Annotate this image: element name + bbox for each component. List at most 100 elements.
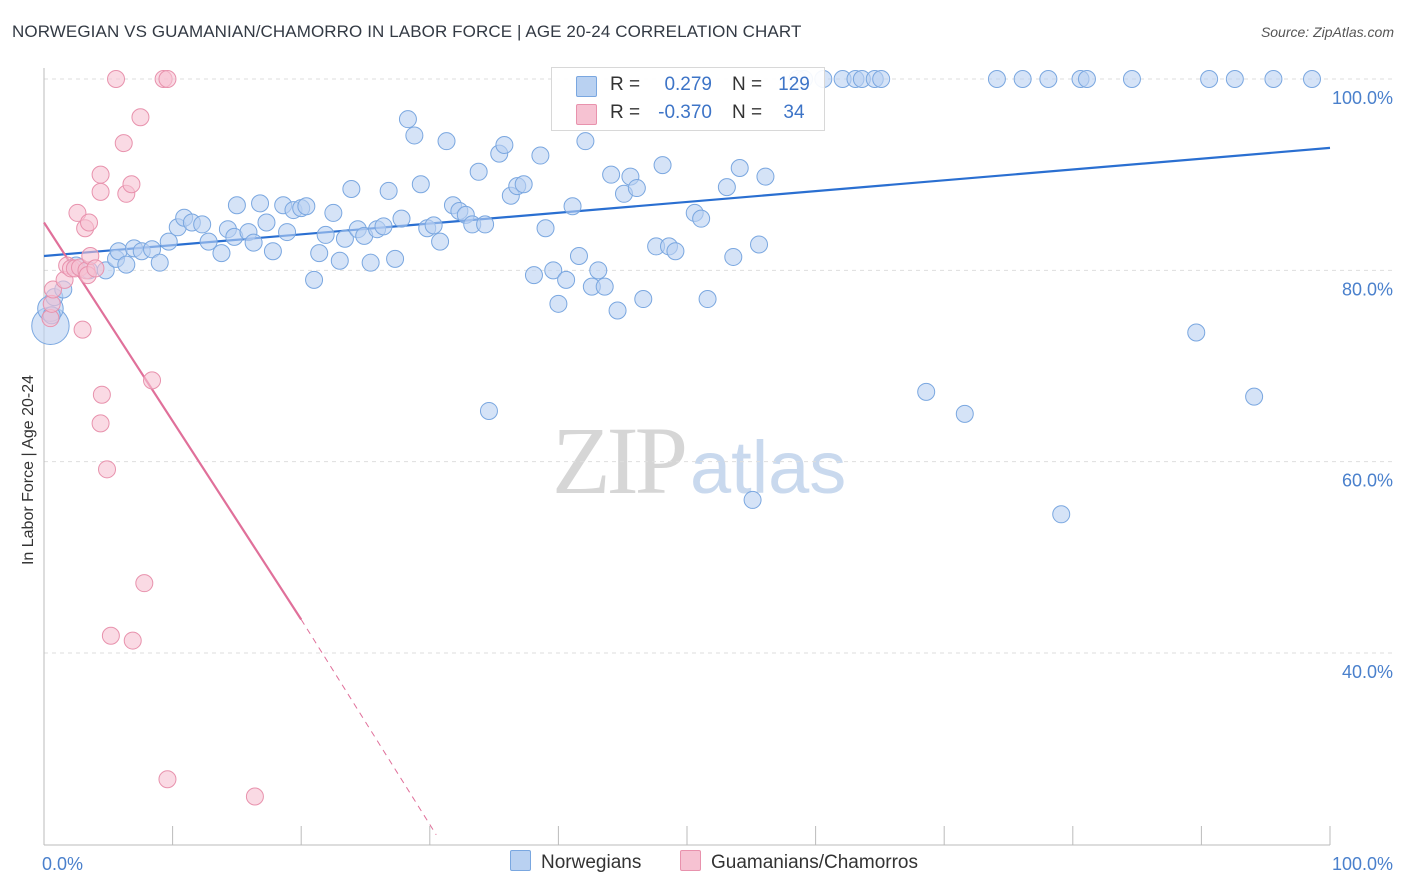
data-point xyxy=(335,229,354,248)
watermark-zip: ZIP xyxy=(552,407,688,514)
watermark-atlas: atlas xyxy=(690,426,847,509)
data-point xyxy=(730,158,749,177)
points-guamanians xyxy=(41,70,264,806)
data-point xyxy=(569,246,588,265)
legend-swatch-blue xyxy=(576,76,597,97)
data-point xyxy=(544,261,563,280)
data-point xyxy=(1122,70,1141,88)
data-point xyxy=(1225,70,1244,88)
legend-item-norwegians: Norwegians xyxy=(510,850,641,874)
data-point xyxy=(536,219,555,238)
legend-n-value-norwegians: 129 xyxy=(778,74,810,95)
data-point xyxy=(101,626,120,645)
legend-r-value-guamanians: -0.370 xyxy=(658,102,712,123)
points-norwegians xyxy=(31,70,1321,524)
data-point xyxy=(193,215,212,234)
data-point xyxy=(549,294,568,313)
data-point xyxy=(563,197,582,216)
data-point xyxy=(80,213,99,232)
legend-item-guamanians: Guamanians/Chamorros xyxy=(680,850,918,874)
data-point xyxy=(131,108,150,127)
data-point xyxy=(257,213,276,232)
y-tick-label: 40.0% xyxy=(1342,662,1393,682)
data-point xyxy=(398,110,417,129)
legend-label-guamanians: Guamanians/Chamorros xyxy=(711,852,918,873)
data-point xyxy=(122,175,141,194)
data-point xyxy=(98,460,117,479)
data-point xyxy=(524,266,543,285)
data-point xyxy=(361,253,380,272)
data-point xyxy=(692,209,711,228)
data-point xyxy=(917,382,936,401)
data-point xyxy=(91,414,110,433)
data-point xyxy=(514,175,533,194)
data-point xyxy=(158,70,177,88)
data-point xyxy=(123,631,142,650)
data-point xyxy=(342,180,361,199)
data-point xyxy=(424,216,443,235)
data-point xyxy=(199,232,218,251)
data-point xyxy=(724,247,743,266)
data-point xyxy=(872,70,891,88)
data-point xyxy=(576,132,595,151)
data-point xyxy=(469,162,488,181)
data-point xyxy=(263,242,282,261)
data-point xyxy=(150,253,169,272)
data-point xyxy=(431,232,450,251)
data-point xyxy=(595,277,614,296)
source-label: Source: ZipAtlas.com xyxy=(1260,24,1394,40)
data-point xyxy=(245,787,264,806)
chart-title: NORWEGIAN VS GUAMANIAN/CHAMORRO IN LABOR… xyxy=(12,22,802,41)
data-point xyxy=(158,770,177,789)
data-point xyxy=(531,146,550,165)
trendline-guamanians-extension xyxy=(300,619,437,836)
data-point xyxy=(750,235,769,254)
data-point xyxy=(479,401,498,420)
data-point xyxy=(91,165,110,184)
data-point xyxy=(244,233,263,252)
data-point xyxy=(392,209,411,228)
watermark: ZIPatlas xyxy=(552,405,846,516)
data-point xyxy=(1302,70,1321,88)
legend-r-value-norwegians: 0.279 xyxy=(664,74,712,95)
data-point xyxy=(159,232,178,251)
x-tick-label-max: 100.0% xyxy=(1332,854,1393,874)
data-point xyxy=(379,181,398,200)
data-point xyxy=(634,290,653,309)
data-point xyxy=(717,178,736,197)
y-tick-label: 80.0% xyxy=(1342,279,1393,299)
data-point xyxy=(411,175,430,194)
data-point xyxy=(1187,323,1206,342)
data-point xyxy=(316,225,335,244)
data-point xyxy=(143,371,162,390)
series-legend: Norwegians Guamanians/Chamorros xyxy=(0,850,1406,880)
legend-swatch-guamanians xyxy=(680,850,701,871)
data-point xyxy=(666,242,685,261)
data-point xyxy=(227,196,246,215)
data-point xyxy=(91,182,110,201)
data-point xyxy=(1013,70,1032,88)
data-point xyxy=(86,259,105,278)
gridlines xyxy=(44,78,1392,654)
data-point xyxy=(107,70,126,88)
data-point xyxy=(135,574,154,593)
data-point xyxy=(92,385,111,404)
data-point xyxy=(44,280,63,299)
y-tick-labels: 100.0% 80.0% 60.0% 40.0% xyxy=(1332,88,1393,682)
legend-n-value-guamanians: 34 xyxy=(783,102,805,123)
data-point xyxy=(212,244,231,263)
legend-swatch-norwegians xyxy=(510,850,531,871)
data-point xyxy=(743,490,762,509)
data-point xyxy=(143,240,162,259)
data-point xyxy=(476,215,495,234)
data-point xyxy=(1039,70,1058,88)
data-point xyxy=(1200,70,1219,88)
data-point xyxy=(114,134,133,153)
y-tick-label: 100.0% xyxy=(1332,88,1393,108)
legend-label-norwegians: Norwegians xyxy=(541,852,642,873)
trendline-guamanians xyxy=(43,221,437,836)
data-point xyxy=(297,197,316,216)
x-tick-label-min: 0.0% xyxy=(42,854,83,874)
data-point xyxy=(1052,505,1071,524)
